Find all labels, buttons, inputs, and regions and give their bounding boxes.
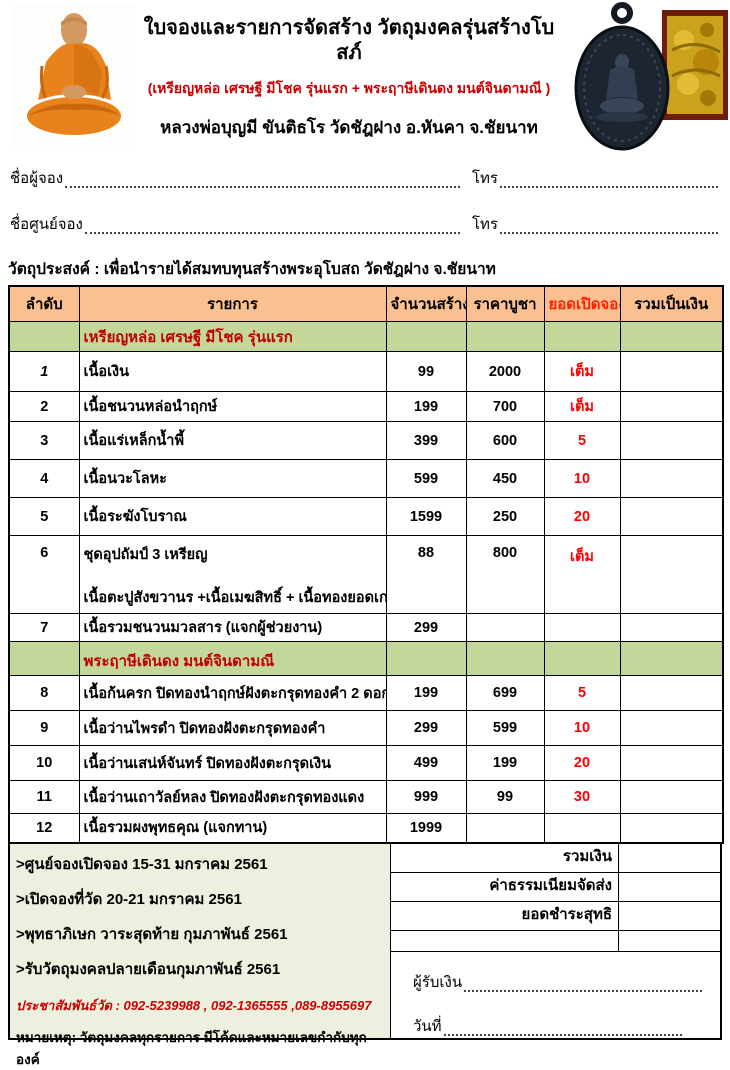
total-cell <box>619 391 724 422</box>
table-header-row: ลำดับ รายการ จำนวนสร้าง ราคาบูชา ยอดเปิด… <box>8 285 724 322</box>
col-header-no: ลำดับ <box>8 285 80 322</box>
date-label: วันที่ <box>413 1017 442 1035</box>
summary-panel: รวมเงิน ค่าธรรมเนียมจัดส่ง ยอดชำระสุทธิ … <box>391 843 720 1038</box>
page-title: ใบจองและรายการจัดสร้าง วัตถุมงคลรุ่นสร้า… <box>143 17 555 64</box>
table-row: 9 เนื้อว่านไพรดำ ปิดทองฝังตะกรุดทองคำ 29… <box>8 710 724 746</box>
purpose-line: วัตถุประสงค์ : เพื่อนำรายได้สมทบทุนสร้าง… <box>8 261 496 278</box>
receiver-label: ผู้รับเงิน <box>413 973 463 991</box>
total-cell <box>619 459 724 498</box>
table-row: 11 เนื้อว่านเถาวัลย์หลง ปิดทองฝังตะกรุดท… <box>8 780 724 814</box>
reserver-phone-input[interactable] <box>500 170 718 188</box>
sum-shipping-row: ค่าธรรมเนียมจัดส่ง <box>391 872 720 902</box>
total-cell <box>619 351 724 392</box>
total-cell <box>619 421 724 460</box>
center-name-label: ชื่อศูนย์จอง <box>10 216 83 233</box>
note-line: >เปิดจองที่วัด 20-21 มกราคม 2561 <box>16 890 242 908</box>
col-header-reserved: ยอดเปิดจอง <box>543 285 621 322</box>
table-row: 7 เนื้อรวมชนวนมวลสาร (แจกผู้ช่วยงาน) 299 <box>8 613 724 642</box>
receiver-input[interactable] <box>464 974 703 992</box>
receiver-row: ผู้รับเงิน <box>413 970 710 994</box>
phone-label: โทร <box>471 170 498 187</box>
table-row: 2 เนื้อชนวนหล่อนำฤกษ์ 199 700 เต็ม <box>8 391 724 422</box>
sum-total-row: รวมเงิน <box>391 843 720 873</box>
total-cell <box>619 675 724 711</box>
contact-phones: ประชาสัมพันธ์วัด : 092-5239988 , 092-136… <box>16 997 372 1013</box>
total-cell <box>619 497 724 536</box>
col-header-total: รวมเป็นเงิน <box>619 285 724 322</box>
total-cell <box>619 813 724 843</box>
sum-net-row: ยอดชำระสุทธิ <box>391 901 720 931</box>
table-row: 4 เนื้อนวะโลหะ 599 450 10 <box>8 459 724 498</box>
reserver-name-label: ชื่อผู้จอง <box>10 170 64 187</box>
reserver-name-input[interactable] <box>65 170 460 188</box>
header: ใบจองและรายการจัดสร้าง วัตถุมงคลรุ่นสร้า… <box>0 0 730 151</box>
monk-photo <box>12 4 136 146</box>
total-cell <box>619 710 724 746</box>
col-header-item: รายการ <box>78 285 387 322</box>
order-table: ลำดับ รายการ จำนวนสร้าง ราคาบูชา ยอดเปิด… <box>8 285 724 844</box>
sum-total-box[interactable] <box>618 843 720 872</box>
center-name-input[interactable] <box>84 216 460 234</box>
page-subtitle: (เหรียญหล่อ เศรษฐี มีโชค รุ่นแรก + พระฤา… <box>147 80 551 96</box>
sum-net-label: ยอดชำระสุทธิ <box>521 905 612 923</box>
oval-medallion-image <box>574 2 670 151</box>
col-header-price: ราคาบูชา <box>465 285 545 322</box>
note-line: >ศูนย์จองเปิดจอง 15-31 มกราคม 2561 <box>16 855 268 873</box>
item-line1: ชุดอุปถัมป์ 3 เหรียญ <box>83 547 208 563</box>
section2-title: พระฤาษีเดินดง มนต์จินดามณี <box>78 641 387 676</box>
gold-amulet-image <box>662 10 728 120</box>
table-row: 12 เนื้อรวมผงพุทธคุณ (แจกทาน) 1999 <box>8 813 724 843</box>
table-row: 5 เนื้อระฆังโบราณ 1599 250 20 <box>8 497 724 536</box>
section1-title: เหรียญหล่อ เศรษฐี มีโชค รุ่นแรก <box>78 321 387 352</box>
reserver-row: ชื่อผู้จอง โทร <box>10 166 718 190</box>
sum-net-box[interactable] <box>618 901 720 930</box>
date-input[interactable] <box>443 1018 682 1036</box>
note-line: >พุทธาภิเษก วาระสุดท้าย กุมภาพันธ์ 2561 <box>16 925 288 943</box>
center-phone-input[interactable] <box>500 216 718 234</box>
sum-shipping-box[interactable] <box>618 872 720 901</box>
footer: >ศูนย์จองเปิดจอง 15-31 มกราคม 2561 >เปิด… <box>8 843 722 1067</box>
remark: หมายเหตุ: วัตถุมงคลทุกรายการ มีโค้ดและหม… <box>16 1029 367 1067</box>
total-cell <box>619 780 724 814</box>
sum-shipping-label: ค่าธรรมเนียมจัดส่ง <box>489 876 612 894</box>
date-row: วันที่ <box>413 1014 710 1038</box>
sum-empty-row <box>391 930 720 952</box>
table-row: 3 เนื้อแร่เหล็กน้ำพี้ 399 600 5 <box>8 421 724 460</box>
sum-empty-box <box>618 930 720 951</box>
section-row-2: พระฤาษีเดินดง มนต์จินดามณี <box>8 641 724 676</box>
item-line2: เนื้อตะปูสังขวานร +เนื้อเมฆสิทธิ์ + เนื้… <box>83 590 386 606</box>
table-row: 10 เนื้อว่านเสน่ห์จันทร์ ปิดทองฝังตะกรุด… <box>8 745 724 781</box>
center-row: ชื่อศูนย์จอง โทร <box>10 212 718 236</box>
total-cell <box>619 535 724 614</box>
note-line: >รับวัตถุมงคลปลายเดือนกุมภาพันธ์ 2561 <box>16 960 281 978</box>
total-cell <box>619 745 724 781</box>
section-row-1: เหรียญหล่อ เศรษฐี มีโชค รุ่นแรก <box>8 321 724 352</box>
table-row: 6 ชุดอุปถัมป์ 3 เหรียญ เนื้อตะปูสังขวานร… <box>8 535 724 614</box>
receiver-area: ผู้รับเงิน วันที่ <box>391 952 720 1038</box>
col-header-qty: จำนวนสร้าง <box>385 285 467 322</box>
table-row: 1 เนื้อเงิน 99 2000 เต็ม <box>8 351 724 392</box>
total-cell <box>619 613 724 642</box>
sum-total-label: รวมเงิน <box>562 847 612 865</box>
temple-line: หลวงพ่อบุญมี ขันติธโร วัดชัฎฝาง อ.หันคา … <box>160 118 538 137</box>
table-row: 8 เนื้อก้นครก ปิดทองนำฤกษ์ฝังตะกรุดทองคำ… <box>8 675 724 711</box>
phone-label2: โทร <box>471 216 498 233</box>
notes-panel: >ศูนย์จองเปิดจอง 15-31 มกราคม 2561 >เปิด… <box>10 843 391 1067</box>
